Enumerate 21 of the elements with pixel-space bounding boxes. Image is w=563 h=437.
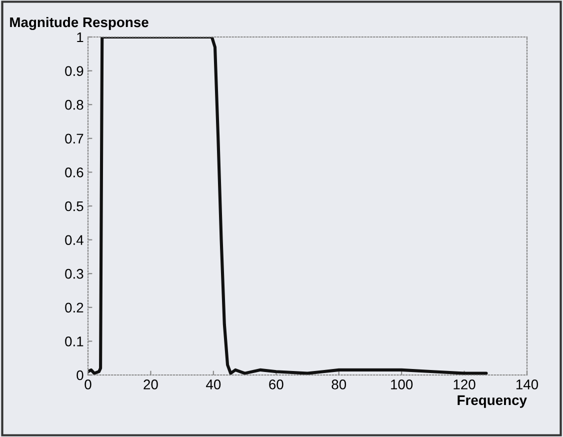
x-tick-label: 120 (454, 380, 476, 390)
x-tick-label: 60 (269, 380, 284, 390)
y-tick-label: 0.4 (65, 235, 84, 245)
y-tick-label: 0.9 (65, 66, 84, 76)
y-tick-label: 1 (77, 32, 84, 42)
y-tick-label: 0.6 (65, 168, 84, 178)
y-tick-label: 0.1 (65, 336, 84, 346)
x-tick-label: 80 (332, 380, 346, 390)
y-tick-label: 0.3 (65, 268, 84, 279)
y-tick-label: 0.5 (65, 201, 84, 212)
x-tick-label: 0 (84, 380, 92, 390)
x-axis-title: Frequency (458, 395, 527, 408)
x-tick-label: 40 (206, 380, 221, 390)
x-tick-label: 100 (391, 380, 413, 390)
y-tick-label: 0.7 (65, 134, 84, 144)
x-tick-label: 140 (516, 380, 538, 390)
y-tick-label: 0 (76, 370, 84, 380)
y-tick-label: 0.2 (65, 302, 84, 313)
y-axis-title: Magnitude Response (10, 16, 148, 30)
x-tick-label: 20 (144, 380, 158, 390)
y-tick-label: 0.8 (65, 100, 84, 110)
